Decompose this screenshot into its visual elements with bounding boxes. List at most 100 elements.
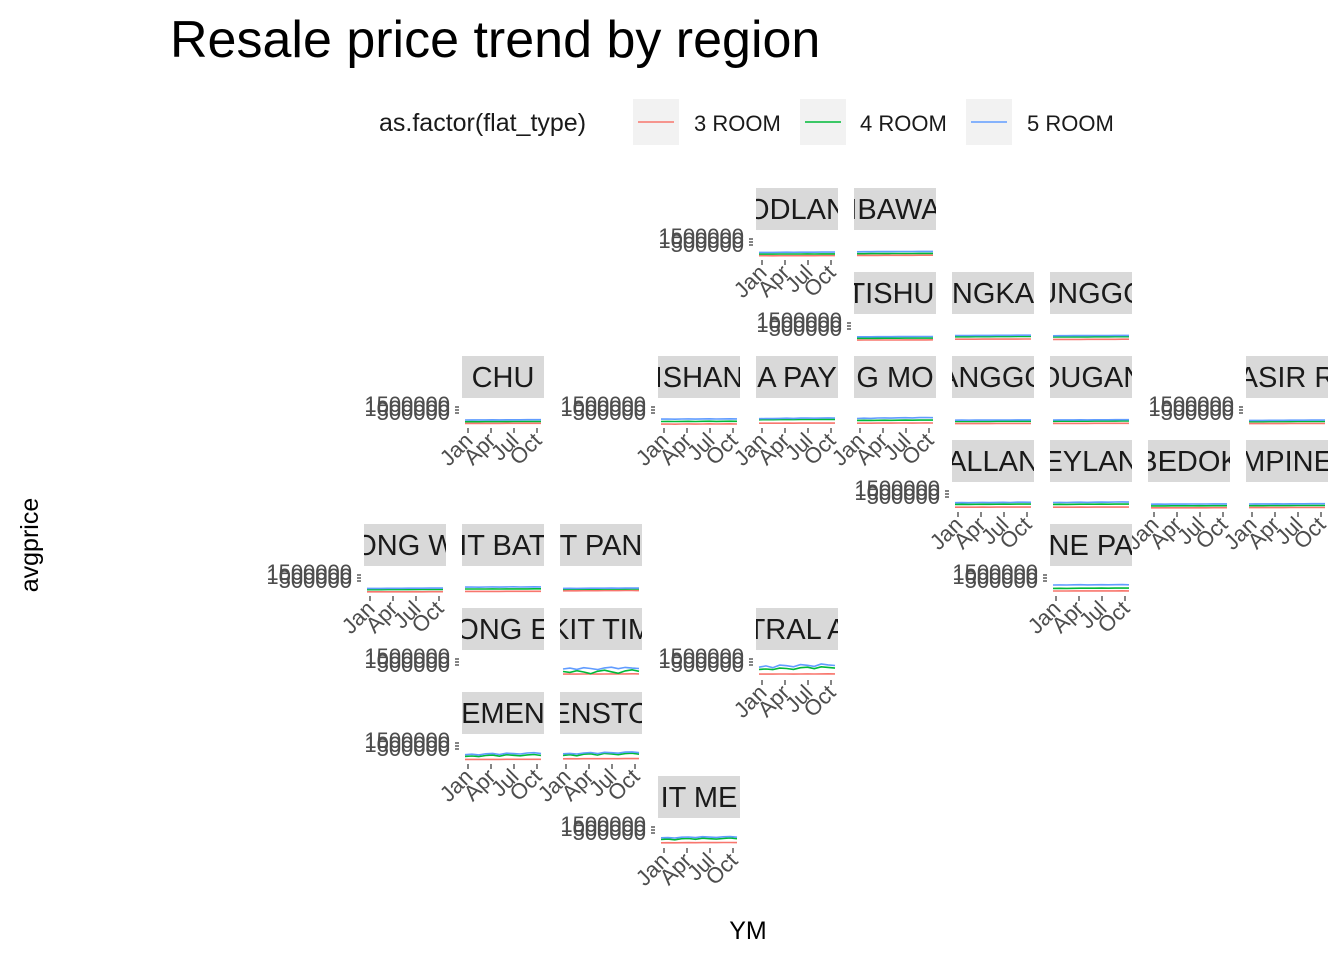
- y-tick-label: 1000000: [658, 648, 744, 673]
- facet-strip-label: KIT TIM: [550, 614, 652, 646]
- facet-strip-label: EYLAN: [1043, 446, 1138, 478]
- facet-panel: EYLAN: [1043, 440, 1138, 509]
- facet-strip-label: ODLAN: [747, 194, 847, 226]
- series-line-4-room: [660, 837, 738, 841]
- y-tick-label: 1500000: [756, 308, 842, 333]
- y-tick-label: 500000: [1161, 400, 1234, 425]
- y-tick-label: 1000000: [364, 732, 450, 757]
- facet-strip-label: TRAL A: [748, 614, 848, 646]
- facet-strip-label: ONG W: [354, 530, 456, 562]
- y-tick-label: 1000000: [1148, 396, 1234, 421]
- legend-label-5-room: 5 ROOM: [1027, 111, 1114, 136]
- facet-strip-label: G MO: [856, 362, 933, 394]
- facet-strip: [1050, 524, 1132, 566]
- legend-title: as.factor(flat_type): [379, 109, 586, 137]
- facet-strip-label: CHU: [472, 362, 535, 394]
- y-tick-label: 1500000: [560, 812, 646, 837]
- facet-strip: [756, 356, 838, 398]
- legend-label-4-room: 4 ROOM: [860, 111, 947, 136]
- facet-strip: [462, 608, 544, 650]
- series-line-4-room: [758, 665, 836, 671]
- facet-panel: IBAWA: [849, 188, 941, 257]
- facet-strip: [658, 776, 740, 818]
- facet-strip-label: EMEN: [461, 698, 545, 730]
- legend-label-3-room: 3 ROOM: [694, 111, 781, 136]
- facet-strip: [854, 356, 936, 398]
- y-tick-label: 1500000: [364, 644, 450, 669]
- legend: as.factor(flat_type) 3 ROOM 4 ROOM 5 ROO…: [379, 99, 1114, 145]
- facet-strip-label: NE PA: [1049, 530, 1135, 562]
- y-tick-label: 500000: [377, 400, 450, 425]
- facet-strip: [560, 608, 642, 650]
- facet-strip: [1148, 440, 1230, 482]
- facet-strip-label: ONG E: [456, 614, 549, 646]
- series-line-5-room: [562, 666, 640, 671]
- series-line-5-room: [758, 663, 836, 669]
- y-tick-label: 1000000: [364, 648, 450, 673]
- facet-strip: [364, 524, 446, 566]
- series-line-5-room: [464, 751, 542, 756]
- facet-panel: KIT TIM: [550, 608, 652, 675]
- facet-strip: [952, 440, 1034, 482]
- series-line-4-room: [562, 668, 640, 675]
- facet-strip-label: A PAY: [757, 362, 837, 394]
- y-tick-label: 500000: [377, 652, 450, 677]
- facet-strip-label: IT BAT: [459, 530, 547, 562]
- facet-strip-label: NGKA: [952, 278, 1035, 310]
- facet-panel: UNGGO: [1036, 272, 1146, 341]
- facet-panel: NGKA: [952, 272, 1035, 341]
- y-tick-label: 500000: [769, 316, 842, 341]
- facet-strip-label: ANGGO: [939, 362, 1047, 394]
- facet-strip: [952, 356, 1034, 398]
- y-tick-label: 1500000: [560, 392, 646, 417]
- y-tick-label: 1000000: [266, 564, 352, 589]
- facet-strip: [1246, 356, 1328, 398]
- y-tick-label: 1000000: [756, 312, 842, 337]
- series-line-5-room: [856, 416, 934, 420]
- facet-panel: T PAN: [560, 524, 642, 592]
- x-axis-label: YM: [729, 917, 767, 945]
- y-tick-label: 1500000: [854, 476, 940, 501]
- y-tick-label: 1500000: [266, 560, 352, 585]
- y-tick-label: 500000: [671, 232, 744, 257]
- series-line-5-room: [562, 751, 640, 755]
- facet-strip: [1050, 356, 1132, 398]
- y-tick-label: 500000: [867, 484, 940, 509]
- facet-strip: [560, 692, 642, 734]
- facet-panel: OUGAN: [1050, 356, 1132, 425]
- facet-strip: [462, 692, 544, 734]
- facet-strip: [462, 356, 544, 398]
- facet-strip-label: ISHAN: [655, 362, 744, 394]
- facet-strip-label: ENSTO: [551, 698, 650, 730]
- facet-strip-label: UNGGO: [1036, 278, 1146, 310]
- facet-strip-label: MPINE: [1241, 446, 1333, 478]
- facet-panel: ANGGO: [939, 356, 1047, 425]
- y-tick-label: 1000000: [560, 396, 646, 421]
- facet-strip-label: IBAWA: [849, 194, 941, 226]
- y-tick-label: 1000000: [952, 564, 1038, 589]
- y-tick-label: 500000: [573, 400, 646, 425]
- facet-strip: [462, 524, 544, 566]
- facet-strip: [1050, 272, 1132, 314]
- chart-title: Resale price trend by region: [170, 11, 820, 69]
- y-tick-label: 500000: [965, 568, 1038, 593]
- y-tick-label: 1000000: [364, 396, 450, 421]
- y-tick-label: 500000: [279, 568, 352, 593]
- series-line-5-room: [954, 501, 1032, 504]
- facet-strip: [952, 272, 1034, 314]
- series-line-4-room: [464, 753, 542, 758]
- series-line-5-room: [660, 835, 738, 839]
- facet-panel: IT BAT: [459, 524, 547, 593]
- facet-strip: [1246, 440, 1328, 482]
- y-tick-label: 500000: [671, 652, 744, 677]
- facet-strip: [854, 272, 936, 314]
- facet-strip-label: ASIR R: [1239, 362, 1336, 394]
- facet-strip-label: BEDOK: [1138, 446, 1240, 478]
